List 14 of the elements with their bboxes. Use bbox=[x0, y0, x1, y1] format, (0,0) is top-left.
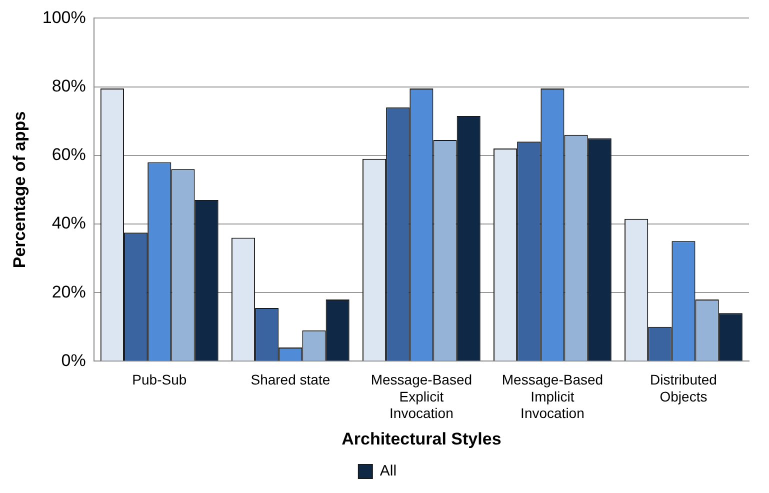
x-tick-label: Message-Based Explicit Invocation bbox=[370, 371, 472, 422]
x-axis-title: Architectural Styles bbox=[342, 429, 502, 448]
x-tick-label: Shared state bbox=[250, 371, 330, 388]
x-tick-label: Distributed Objects bbox=[650, 371, 717, 404]
y-tick-label: 80% bbox=[52, 76, 86, 96]
y-tick-label: 40% bbox=[52, 214, 86, 233]
legend-label: All bbox=[380, 462, 397, 480]
x-tick-label: Message-Based Implicit Invocation bbox=[502, 371, 604, 422]
y-axis-title: Percentage of apps bbox=[10, 111, 29, 268]
y-tick-label: 0% bbox=[61, 350, 86, 370]
y-tick-label: 100% bbox=[42, 8, 86, 27]
x-tick-label: Pub-Sub bbox=[132, 371, 187, 388]
y-tick-label: 20% bbox=[52, 282, 86, 302]
y-tick-label: 60% bbox=[52, 145, 86, 164]
